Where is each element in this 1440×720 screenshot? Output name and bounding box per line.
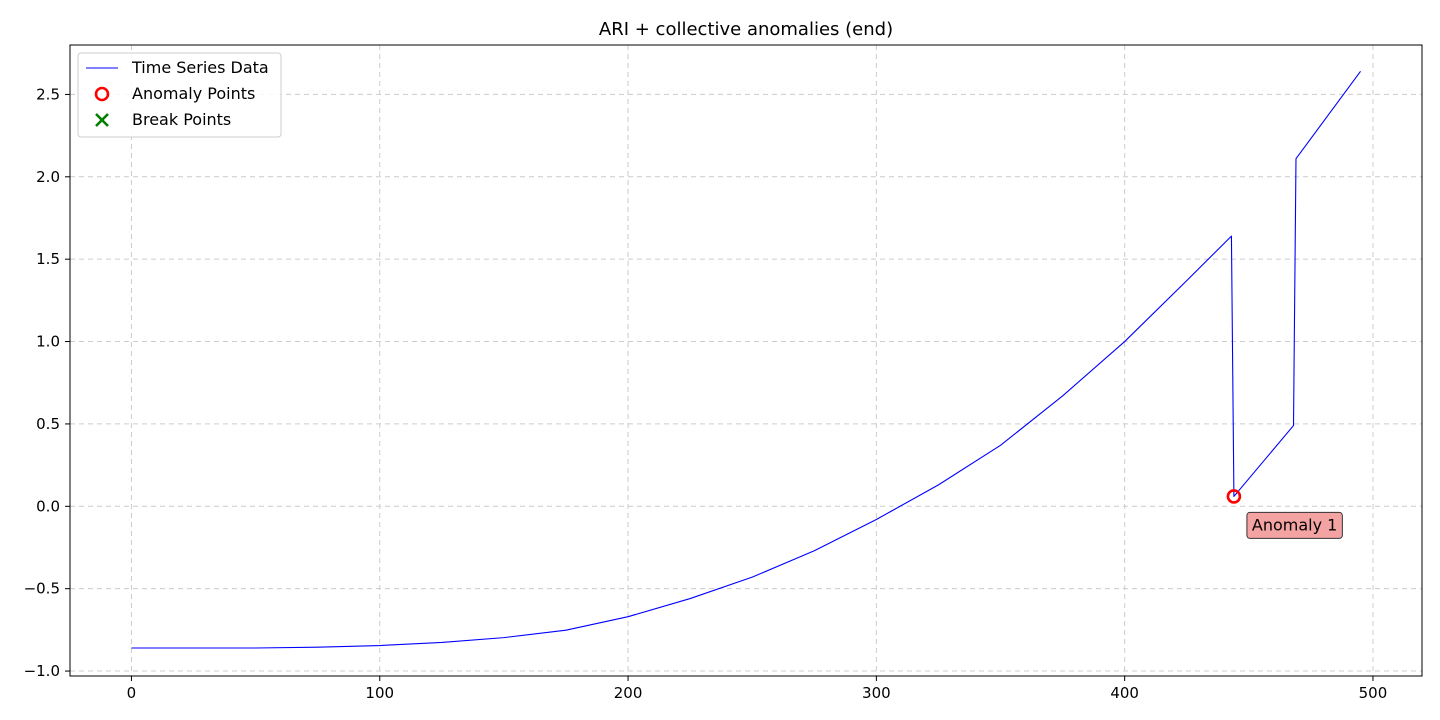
y-tick-label: −1.0	[24, 662, 60, 680]
annotation-anomaly-1: Anomaly 1	[1246, 511, 1343, 539]
legend-entry: Anomaly Points	[94, 84, 255, 103]
legend-circle-icon	[94, 86, 110, 102]
legend-x-icon	[95, 113, 109, 127]
annotation-box	[1246, 511, 1343, 539]
plot-frame	[69, 44, 1423, 677]
y-tick-label: 2.5	[36, 85, 60, 103]
y-tick-label: −0.5	[24, 580, 60, 598]
x-tick-label: 500	[1359, 684, 1388, 702]
y-tick-label: 1.5	[36, 250, 60, 268]
axis-ticks: 0 100 200 300 400 500 −1.0 −0.5 0.0 0.5 1.0 1.5 2.0 2…	[24, 85, 1388, 702]
annotation-layer: Anomaly 1	[1246, 511, 1343, 539]
x-tick-label: 0	[127, 684, 137, 702]
y-tick-label: 0.0	[36, 497, 60, 515]
annotation-label: Anomaly 1	[1252, 515, 1337, 534]
x-tick-label: 300	[862, 684, 891, 702]
x-tick-label: 400	[1110, 684, 1139, 702]
x-tick-label: 200	[614, 684, 643, 702]
legend-entry: Break Points	[95, 110, 231, 129]
legend-frame	[77, 52, 282, 138]
y-tick-label: 0.5	[36, 415, 60, 433]
legend-label: Anomaly Points	[132, 84, 255, 103]
chart-title: ARI + collective anomalies (end)	[599, 19, 893, 40]
legend-label: Time Series Data	[131, 58, 269, 77]
x-tick-label: 100	[365, 684, 394, 702]
grid	[70, 45, 1422, 676]
series-line-time-series-data	[131, 71, 1361, 649]
legend-label: Break Points	[132, 110, 231, 129]
anomaly-point	[1226, 489, 1242, 504]
legend-entry: Time Series Data	[86, 58, 269, 77]
y-tick-label: 1.0	[36, 333, 60, 351]
series-layer	[131, 71, 1361, 649]
legend: Time Series Data Anomaly Points Break Poin…	[77, 52, 282, 138]
y-tick-label: 2.0	[36, 168, 60, 186]
